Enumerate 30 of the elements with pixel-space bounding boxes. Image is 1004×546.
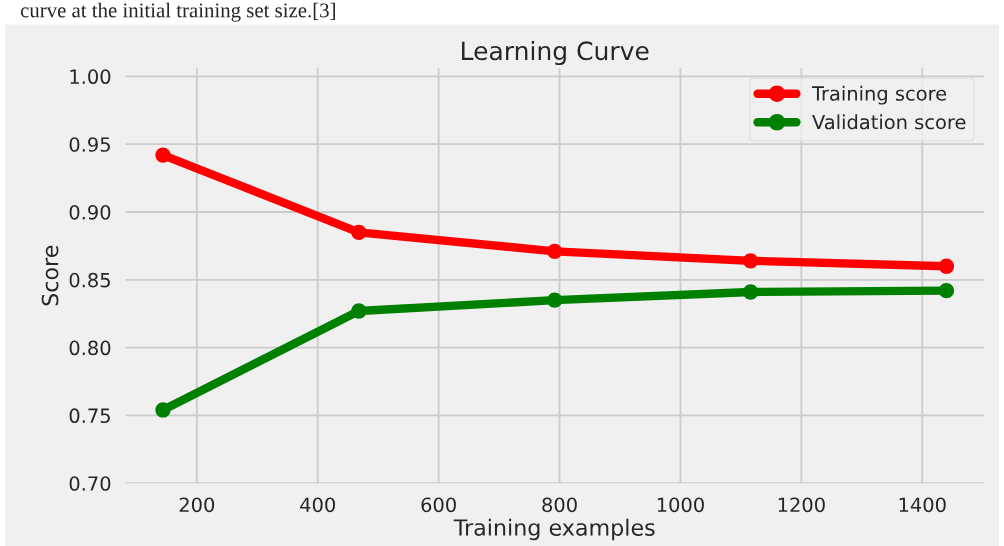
y-tick-label: 0.90	[69, 204, 111, 220]
y-tick-label: 0.70	[69, 476, 111, 491]
y-tick-label: 0.95	[69, 137, 110, 152]
y-tick-label: 1.00	[70, 69, 111, 85]
point	[547, 292, 563, 308]
y-tick-label: 0.85	[69, 272, 110, 288]
text: curve at the initial training set size.[3]	[20, 2, 335, 22]
legend-label: Validation score	[812, 114, 966, 130]
point	[938, 258, 955, 274]
x-tick-label: 1400	[899, 497, 946, 513]
x-tick-label: 1200	[778, 497, 825, 513]
chart-title: Learning Curve	[462, 40, 649, 66]
point	[742, 253, 759, 269]
point	[938, 283, 955, 299]
x-tick-label: 1000	[657, 497, 704, 513]
x-tick-label: 200	[179, 497, 215, 513]
x-axis-title: Training examples	[453, 518, 655, 541]
x-tick-label: 800	[542, 497, 577, 513]
x-tick-label: 600	[421, 497, 456, 513]
point	[155, 147, 171, 163]
legend-label: Training score	[811, 85, 947, 105]
y-tick-label: 0.75	[69, 408, 110, 424]
y-tick-label: 0.80	[69, 340, 111, 356]
x-tick-label: 400	[300, 497, 335, 513]
point	[351, 303, 367, 319]
y-axis-title: Score	[41, 245, 59, 306]
point	[155, 402, 171, 418]
point	[351, 224, 367, 240]
point	[547, 243, 563, 259]
point	[742, 284, 759, 300]
